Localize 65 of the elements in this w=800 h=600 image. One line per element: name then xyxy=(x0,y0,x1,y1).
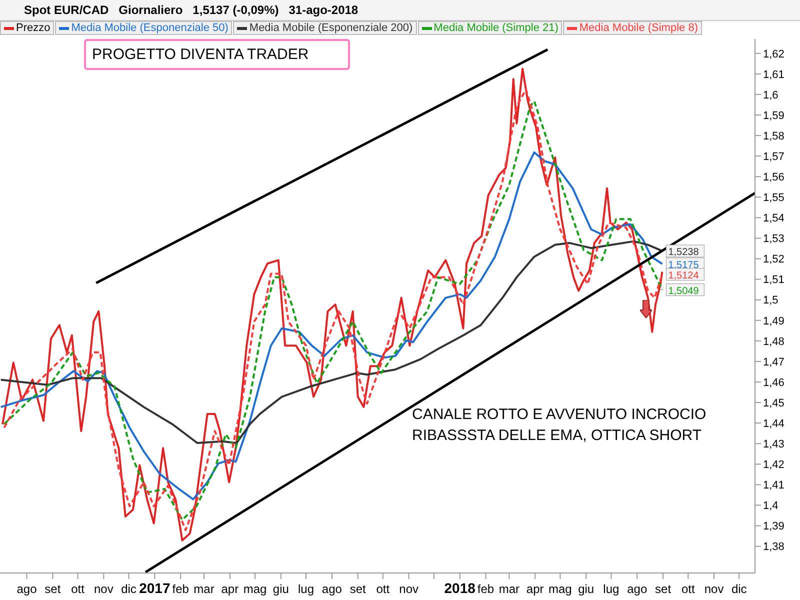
y-tick-label: 1,5 xyxy=(763,294,778,307)
y-tick-label: 1,41 xyxy=(763,480,784,492)
y-tick-label: 1,43 xyxy=(763,438,784,451)
y-tick-label: 1,6 xyxy=(763,89,778,102)
y-tick-label: 1,59 xyxy=(763,110,784,122)
x-tick-label: mag xyxy=(548,582,572,596)
x-tick-label: giu xyxy=(578,582,594,596)
x-tick-label: 2017 xyxy=(139,580,170,596)
legend-label: Media Mobile (Esponenziale 200) xyxy=(233,21,417,35)
y-tick-label: 1,57 xyxy=(763,150,784,163)
y-tick-label: 1,58 xyxy=(763,130,784,142)
x-tick-label: ago xyxy=(627,582,648,596)
y-tick-label: 1,54 xyxy=(763,212,784,225)
y-tick-label: 1,42 xyxy=(763,459,784,472)
x-tick-label: 2018 xyxy=(444,580,476,596)
x-tick-label: set xyxy=(350,582,367,596)
y-tick-label: 1,4 xyxy=(763,500,778,512)
x-tick-label: set xyxy=(44,582,62,596)
x-tick-label: dic xyxy=(121,582,136,596)
x-tick-label: dic xyxy=(731,582,747,596)
data-label: 1,5238 xyxy=(668,246,700,258)
x-tick-label: feb xyxy=(172,582,190,596)
legend-label: Media Mobile (Esponenziale 50) xyxy=(55,21,232,35)
y-tick-label: 1,39 xyxy=(763,520,784,533)
legend-label: Prezzo xyxy=(0,21,54,35)
x-tick-label: apr xyxy=(526,582,544,596)
y-tick-label: 1,56 xyxy=(763,172,784,184)
x-tick-label: nov xyxy=(94,582,114,596)
y-tick-label: 1,55 xyxy=(763,192,784,204)
x-tick-label: ott xyxy=(71,582,86,596)
legend-label: Media Mobile (Simple 21) xyxy=(418,21,562,35)
y-tick-label: 1,45 xyxy=(763,397,784,410)
x-tick-label: lug xyxy=(298,582,314,596)
x-tick-label: nov xyxy=(704,582,724,596)
annotation: CANALE ROTTO E AVVENUTO INCROCIO RIBASSSTA DELLE EMA, OTTICA SHORT xyxy=(412,405,708,446)
data-label: 1,5175 xyxy=(668,260,700,271)
legend-label: Media Mobile (Simple 8) xyxy=(563,21,702,35)
y-tick-label: 1,44 xyxy=(763,418,784,430)
y-tick-label: 1,51 xyxy=(763,274,784,286)
chart-title: Spot EUR/CAD Giornaliero 1,5137 (-0,09%) 31-ago-2018 xyxy=(0,0,800,21)
y-tick-label: 1,48 xyxy=(763,336,784,348)
x-tick-label: apr xyxy=(221,582,239,596)
y-tick-label: 1,49 xyxy=(763,315,784,328)
y-tick-label: 1,46 xyxy=(763,376,784,389)
x-tick-label: nov xyxy=(399,582,419,596)
x-tick-label: set xyxy=(655,582,672,596)
y-tick-label: 1,62 xyxy=(763,48,784,60)
x-tick-label: mar xyxy=(498,582,520,596)
data-label: 1,5049 xyxy=(668,286,700,297)
y-tick-label: 1,38 xyxy=(763,541,784,554)
y-tick-label: 1,47 xyxy=(763,356,784,368)
x-tick-label: ago xyxy=(16,582,38,596)
annotation: PROGETTO DIVENTA TRADER xyxy=(84,39,350,70)
x-tick-label: giu xyxy=(272,582,289,596)
data-label: 1,5124 xyxy=(668,270,700,282)
x-tick-label: ott xyxy=(681,582,696,596)
x-tick-label: ott xyxy=(376,582,390,596)
x-tick-label: mag xyxy=(243,582,267,596)
y-tick-label: 1,52 xyxy=(763,254,784,266)
x-tick-label: ago xyxy=(322,582,342,596)
y-tick-label: 1,53 xyxy=(763,233,784,246)
x-tick-label: mar xyxy=(194,582,214,596)
x-tick-label: lug xyxy=(603,582,620,596)
x-tick-label: feb xyxy=(477,582,494,596)
y-tick-label: 1,61 xyxy=(763,68,784,81)
